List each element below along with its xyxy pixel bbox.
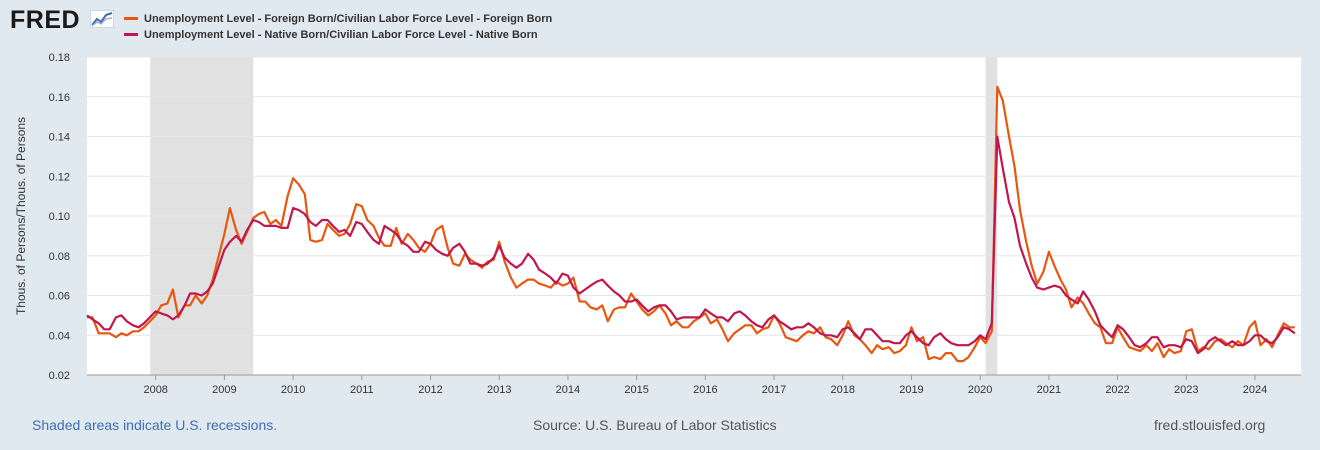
series-line-foreign-born[interactable] (87, 85, 1295, 363)
legend-swatch-foreign-born (124, 17, 138, 20)
x-tick-label: 2011 (350, 384, 374, 396)
series-line-native-born[interactable] (86, 135, 1296, 355)
fred-logo[interactable]: FRED (10, 6, 81, 34)
site-link[interactable]: fred.stlouisfed.org (1154, 417, 1266, 433)
y-axis-ticks: 0.02 0.04 0.06 0.08 0.10 0.12 0.14 0.16 0.18 (49, 52, 70, 382)
x-tick-label: 2014 (556, 384, 580, 396)
y-tick-label: 0.14 (49, 132, 70, 144)
y-tick-label: 0.06 (49, 291, 70, 303)
x-axis-ticks: 2008 2009 2010 2011 2012 2013 2014 2015 2016 2017… (87, 374, 1301, 396)
chart-area[interactable]: 0.02 0.04 0.06 0.08 0.10 0.12 0.14 0.16 0.18 200… (0, 0, 1320, 410)
x-tick-label: 2020 (968, 384, 992, 396)
y-tick-label: 0.10 (49, 211, 70, 223)
x-tick-label: 2017 (762, 384, 786, 396)
x-tick-label: 2019 (899, 384, 923, 396)
x-tick-label: 2018 (831, 384, 855, 396)
series-lines[interactable] (86, 85, 1296, 363)
y-tick-label: 0.08 (49, 251, 70, 263)
x-tick-label: 2010 (281, 384, 305, 396)
y-tick-label: 0.02 (49, 370, 70, 382)
chart-line-icon (90, 10, 114, 28)
x-tick-label: 2024 (1243, 384, 1267, 396)
x-tick-label: 2008 (143, 384, 167, 396)
legend-label-native-born: Unemployment Level - Native Born/Civilia… (144, 28, 538, 41)
x-tick-label: 2023 (1174, 384, 1198, 396)
y-tick-label: 0.18 (49, 52, 70, 64)
x-tick-label: 2009 (212, 384, 236, 396)
y-tick-label: 0.04 (49, 330, 70, 342)
gridlines (87, 56, 1301, 336)
y-axis-label: Thous. of Persons/Thous. of Persons (14, 117, 28, 315)
x-tick-label: 2012 (418, 384, 442, 396)
legend-label-foreign-born: Unemployment Level - Foreign Born/Civili… (144, 12, 553, 25)
y-tick-label: 0.12 (49, 171, 70, 183)
y-tick-label: 0.16 (49, 92, 70, 104)
legend-swatch-native-born (124, 33, 138, 36)
legend-item-foreign-born[interactable]: Unemployment Level - Foreign Born/Civili… (124, 12, 552, 25)
x-tick-label: 2016 (693, 384, 717, 396)
legend-item-native-born[interactable]: Unemployment Level - Native Born/Civilia… (124, 28, 538, 41)
x-tick-label: 2021 (1037, 384, 1061, 396)
x-tick-label: 2013 (487, 384, 511, 396)
x-tick-label: 2022 (1105, 384, 1129, 396)
source-note: Source: U.S. Bureau of Labor Statistics (533, 417, 777, 433)
x-tick-label: 2015 (624, 384, 648, 396)
recession-note[interactable]: Shaded areas indicate U.S. recessions. (32, 417, 278, 433)
